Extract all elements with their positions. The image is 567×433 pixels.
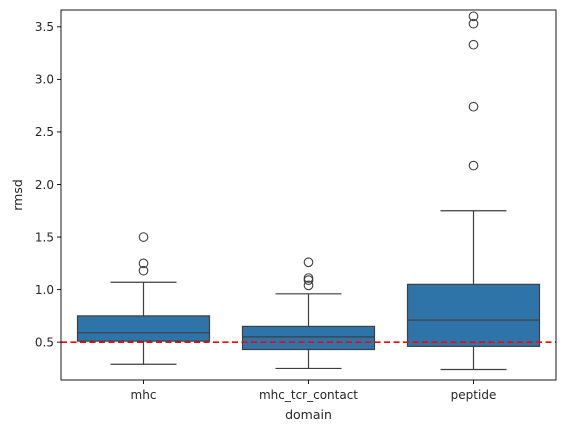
x-tick-label: mhc xyxy=(131,388,157,402)
y-tick-label: 3.5 xyxy=(35,20,54,34)
box-mhc-tcr-contact-iqr xyxy=(241,325,376,351)
box-mhc-outlier xyxy=(138,232,149,242)
x-axis-label: domain xyxy=(285,407,332,422)
box-mhc-tcr-contact-outlier xyxy=(303,280,314,291)
plot-area: 0.5 1.0 1.5 2.0 2.5 3.0 3.5 mhc mhc_tcr_contact p… xyxy=(35,9,557,402)
box-peptide-outlier xyxy=(468,160,479,171)
box-mhc-tcr-contact-outlier xyxy=(303,257,314,268)
y-tick-label: 3.0 xyxy=(35,73,54,87)
y-tick-label: 0.5 xyxy=(35,335,54,349)
box-peptide-outlier xyxy=(468,101,479,112)
box-peptide-outlier xyxy=(468,18,479,29)
box-peptide-outlier xyxy=(468,39,479,50)
box-mhc-tcr-contact-outlier xyxy=(303,273,314,283)
y-tick-label: 2.0 xyxy=(35,178,54,192)
box-peptide-iqr xyxy=(406,283,541,347)
box-mhc-outlier xyxy=(138,258,149,269)
x-tick-label: peptide xyxy=(451,388,497,402)
y-tick-label: 1.5 xyxy=(35,230,54,244)
y-tick-label: 2.5 xyxy=(35,125,54,139)
y-axis-label: rmsd xyxy=(10,179,25,211)
box-peptide-outlier xyxy=(468,11,479,22)
box-mhc-outlier xyxy=(138,265,149,276)
y-tick-label: 1.0 xyxy=(35,283,54,297)
x-tick-label: mhc_tcr_contact xyxy=(259,388,358,402)
box-mhc-iqr xyxy=(76,315,211,342)
